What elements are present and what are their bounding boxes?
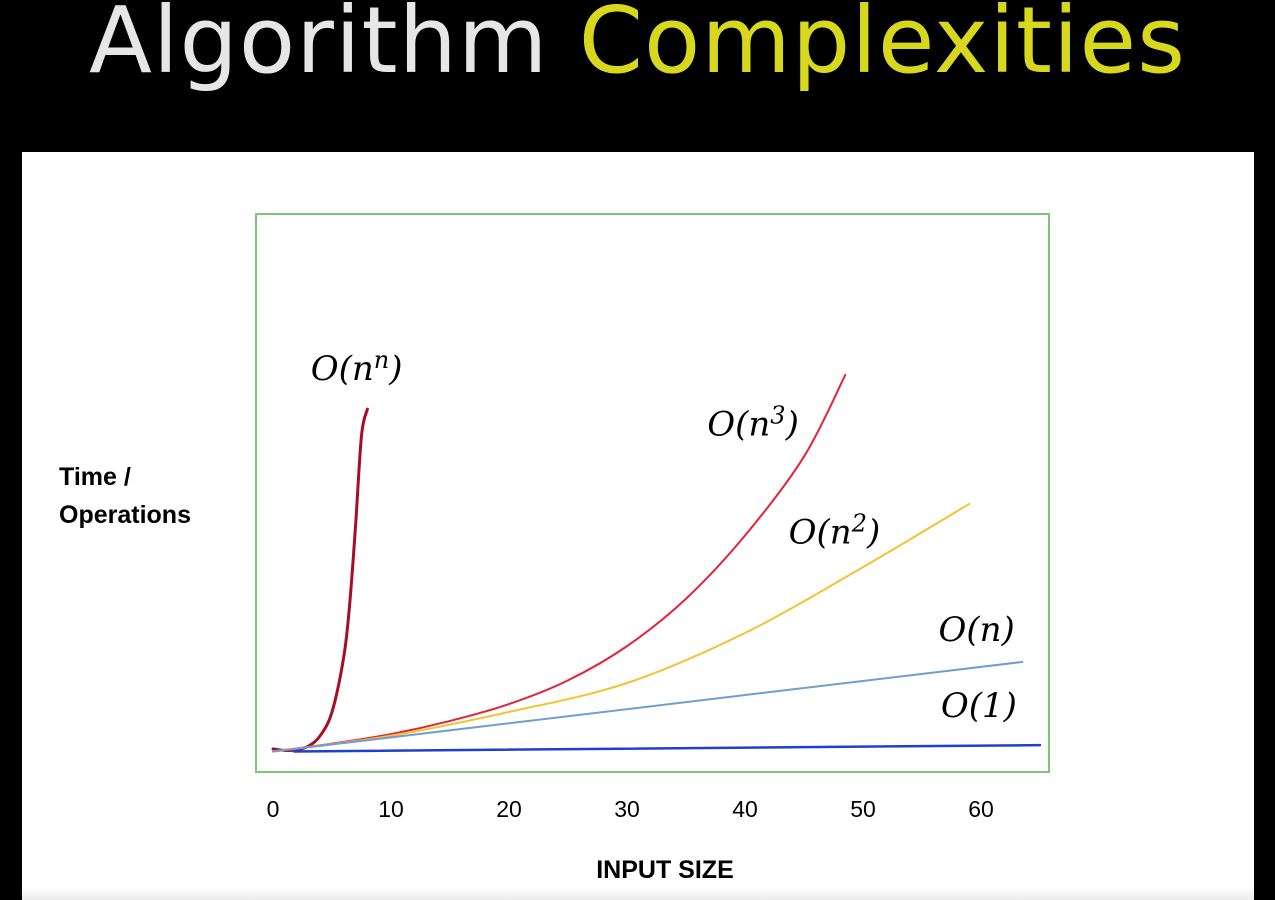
curve-on3 — [272, 373, 847, 753]
y-axis-label-line-1: Time / — [59, 463, 131, 491]
complexity-chart: 0 10 20 30 40 50 60 O(nn) O(n3) O(n2) O(n) O(1) — [255, 213, 1050, 822]
curve-label-o1: O(1) — [941, 686, 1017, 726]
chart-panel: 0 10 20 30 40 50 60 O(nn) O(n3) O(n2) O(n) O(1) Ti… — [22, 152, 1254, 900]
curve-label-on2: O(n2) — [789, 509, 881, 552]
curve-labels: O(nn) O(n3) O(n2) O(n) O(1) — [311, 346, 1017, 726]
title-word-complexities: Complexities — [578, 0, 1187, 94]
x-tick-label: 10 — [378, 796, 404, 822]
x-tick-label: 0 — [267, 796, 280, 822]
x-tick-label: 60 — [968, 796, 994, 822]
x-tick-label: 40 — [732, 796, 758, 822]
title-word-algorithm: Algorithm — [88, 0, 549, 94]
y-axis-label: Time / Operations — [59, 458, 191, 534]
slide-title: Algorithm Complexities — [0, 0, 1275, 96]
curve-on — [272, 660, 1024, 753]
x-tick-labels: 0 10 20 30 40 50 60 — [267, 796, 994, 822]
curves — [271, 373, 1042, 753]
y-axis-label-line-2: Operations — [59, 501, 191, 529]
x-tick-label: 50 — [850, 796, 876, 822]
panel-bottom-fade — [22, 888, 1254, 900]
curve-label-onn: O(nn) — [311, 346, 403, 389]
curve-on2 — [272, 502, 971, 753]
x-tick-label: 20 — [496, 796, 522, 822]
x-tick-label: 30 — [614, 796, 640, 822]
curve-label-on3: O(n3) — [707, 401, 799, 444]
plot-frame — [255, 213, 1050, 773]
curve-o1 — [292, 743, 1042, 753]
curve-label-on: O(n) — [939, 610, 1015, 650]
x-axis-label: INPUT SIZE — [596, 856, 734, 884]
curve-onn — [271, 407, 369, 753]
